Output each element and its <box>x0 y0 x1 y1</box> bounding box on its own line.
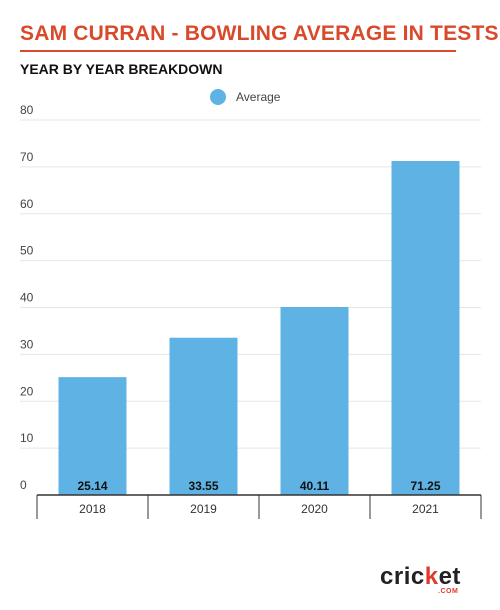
title-underline <box>20 50 456 52</box>
legend: Average <box>210 88 280 106</box>
y-tick-label-60: 60 <box>20 197 34 211</box>
y-tick-label-40: 40 <box>20 291 34 305</box>
logo-subtext: .COM <box>438 588 459 595</box>
value-label-2018: 25.14 <box>77 479 107 493</box>
y-tick-label-50: 50 <box>20 244 34 258</box>
cricket-com-logo: cricket .COM <box>380 563 472 597</box>
bar-2019 <box>169 337 238 495</box>
y-tick-label-10: 10 <box>20 431 34 445</box>
value-label-2020: 40.11 <box>300 479 330 493</box>
y-tick-label-80: 80 <box>20 103 34 117</box>
chart-title: SAM CURRAN - BOWLING AVERAGE IN TESTS <box>20 22 499 45</box>
bar-2021 <box>391 161 460 495</box>
value-label-2021: 71.25 <box>410 479 440 493</box>
y-tick-label-0: 0 <box>20 478 27 492</box>
bar-2018 <box>58 377 127 495</box>
legend-label-average: Average <box>236 90 281 104</box>
x-tick-label-2021: 2021 <box>412 502 439 516</box>
y-tick-label-70: 70 <box>20 150 34 164</box>
x-tick-label-2018: 2018 <box>79 502 106 516</box>
bar-2020 <box>280 306 349 495</box>
y-tick-label-30: 30 <box>20 337 34 351</box>
value-label-2019: 33.55 <box>188 479 218 493</box>
logo-wordmark: cricket <box>380 563 461 590</box>
x-tick-label-2019: 2019 <box>190 502 217 516</box>
chart-subtitle: YEAR BY YEAR BREAKDOWN <box>20 61 223 77</box>
x-tick-label-2020: 2020 <box>301 502 328 516</box>
y-tick-label-20: 20 <box>20 384 34 398</box>
legend-swatch-average <box>210 89 226 105</box>
